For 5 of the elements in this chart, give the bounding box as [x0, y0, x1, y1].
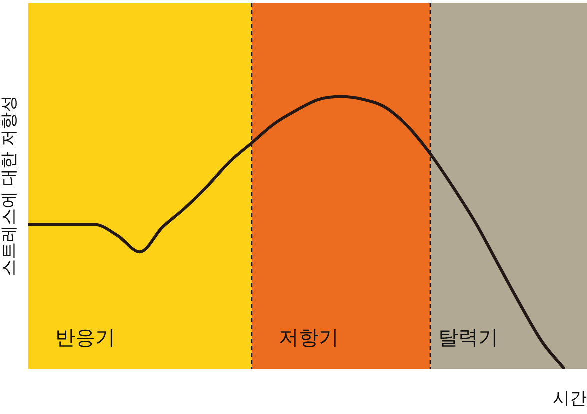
x-axis-title: 시간	[553, 389, 587, 410]
annotation: 반응기	[55, 325, 116, 350]
annotation: 저항기	[278, 325, 339, 350]
y-axis-title: 스트레스에 대한 저항성	[0, 96, 20, 277]
annotation: 탈력기	[438, 325, 499, 350]
